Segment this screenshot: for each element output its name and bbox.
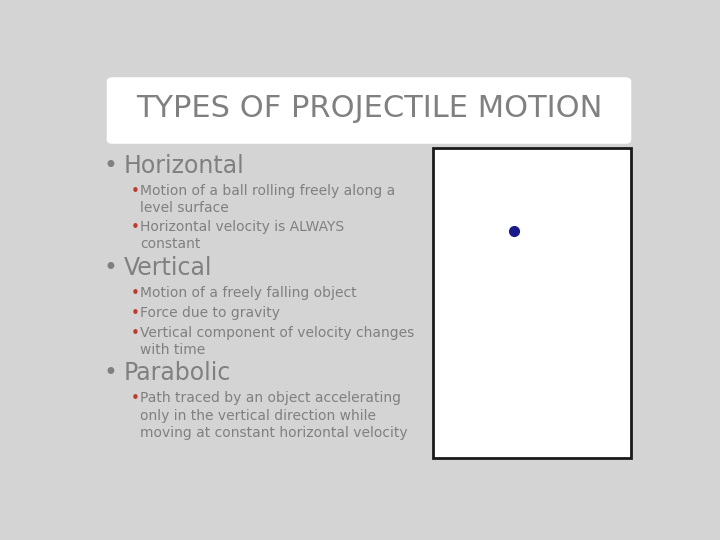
Text: •: • — [131, 306, 140, 321]
Text: Horizontal velocity is ALWAYS
constant: Horizontal velocity is ALWAYS constant — [140, 220, 344, 251]
Text: Vertical component of velocity changes
with time: Vertical component of velocity changes w… — [140, 326, 415, 357]
Text: Horizontal: Horizontal — [124, 154, 244, 178]
Text: Path traced by an object accelerating
only in the vertical direction while
movin: Path traced by an object accelerating on… — [140, 391, 408, 440]
Text: TYPES OF PROJECTILE MOTION: TYPES OF PROJECTILE MOTION — [136, 94, 602, 123]
Text: •: • — [104, 154, 118, 178]
Text: •: • — [131, 220, 140, 235]
Text: •: • — [104, 255, 118, 280]
Text: •: • — [131, 391, 140, 406]
Text: •: • — [131, 184, 140, 199]
FancyBboxPatch shape — [107, 77, 631, 144]
Text: Force due to gravity: Force due to gravity — [140, 306, 280, 320]
Text: Motion of a ball rolling freely along a
level surface: Motion of a ball rolling freely along a … — [140, 184, 395, 215]
Text: Motion of a freely falling object: Motion of a freely falling object — [140, 286, 357, 300]
Text: •: • — [131, 286, 140, 301]
Bar — [433, 148, 631, 458]
Text: •: • — [104, 361, 118, 385]
Text: Parabolic: Parabolic — [124, 361, 231, 385]
Text: •: • — [131, 326, 140, 341]
Text: Vertical: Vertical — [124, 255, 212, 280]
